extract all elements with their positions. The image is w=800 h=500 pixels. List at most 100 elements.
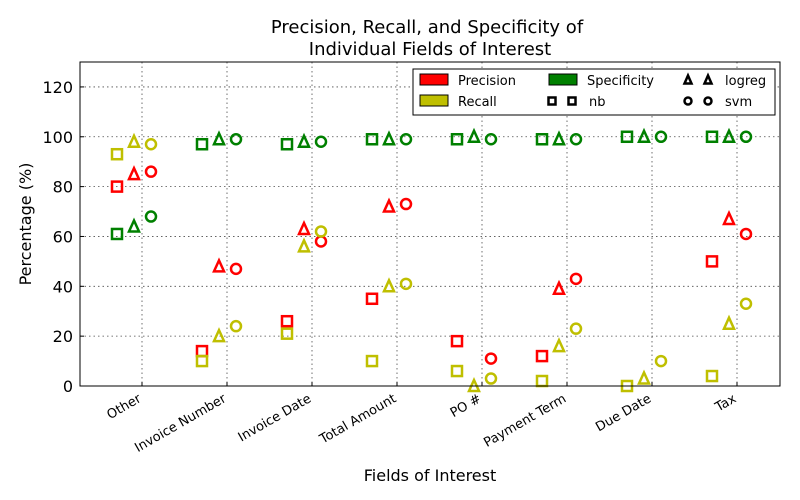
legend-swatch-recall: [419, 94, 449, 107]
point-nb-precision: [195, 344, 209, 358]
y-tick-label: 80: [53, 178, 73, 197]
point-logreg-precision: [212, 257, 226, 273]
point-svm-precision: [399, 197, 413, 211]
point-nb-specificity: [280, 137, 294, 151]
point-nb-precision: [705, 255, 719, 268]
x-axis-title: Fields of Interest: [364, 466, 497, 485]
point-nb-specificity: [365, 133, 379, 146]
point-svm-recall: [314, 225, 328, 238]
y-axis-ticks: 0 20 40 60 80 100 120: [42, 78, 84, 396]
point-svm-recall: [739, 297, 753, 311]
point-logreg-recall: [297, 237, 311, 253]
point-nb-precision: [535, 349, 549, 363]
legend-marker-logreg: [682, 72, 694, 85]
y-tick-label: 0: [63, 377, 73, 396]
point-svm-specificity: [739, 130, 753, 144]
legend-marker-nb: [567, 96, 577, 106]
chart-title-line-1: Precision, Recall, and Specificity of: [271, 17, 584, 38]
legend-label-recall: Recall: [458, 95, 497, 110]
point-svm-specificity: [569, 133, 583, 146]
point-nb-specificity: [450, 133, 464, 146]
plot-frame: [79, 61, 781, 387]
point-svm-specificity: [229, 133, 243, 146]
point-logreg-recall: [382, 277, 396, 293]
point-logreg-specificity: [127, 217, 141, 233]
legend-marker-svm: [683, 96, 693, 106]
point-nb-specificity: [195, 137, 209, 151]
legend-swatch-specificity: [548, 73, 578, 86]
point-logreg-specificity: [467, 127, 481, 144]
point-svm-recall: [229, 319, 243, 333]
point-nb-recall: [535, 374, 549, 388]
x-tick-label: Total Amount: [317, 391, 399, 447]
point-logreg-precision: [297, 219, 311, 236]
point-nb-recall: [110, 147, 124, 161]
point-logreg-specificity: [382, 130, 396, 146]
point-nb-precision: [365, 292, 379, 306]
x-tick-label: PO #: [448, 391, 484, 421]
legend-label-logreg: logreg: [725, 74, 766, 89]
point-logreg-specificity: [722, 127, 736, 144]
y-tick-label: 120: [42, 78, 73, 97]
point-svm-precision: [144, 165, 158, 178]
point-nb-recall: [280, 327, 294, 340]
point-svm-recall: [654, 354, 668, 368]
point-svm-recall: [484, 372, 498, 385]
y-tick-label: 60: [53, 227, 73, 246]
point-svm-specificity: [399, 133, 413, 146]
data-points: [110, 127, 753, 393]
point-nb-specificity: [620, 130, 634, 144]
point-nb-specificity: [110, 227, 124, 241]
legend-label-svm: svm: [725, 95, 752, 110]
point-svm-precision: [739, 227, 753, 241]
x-tick-label: Tax: [712, 391, 739, 415]
legend: Precision Recall Specificity nb logreg svm: [412, 68, 776, 116]
point-nb-precision: [110, 180, 124, 193]
y-tick-label: 100: [42, 128, 73, 147]
x-tick-label: Invoice Date: [236, 391, 314, 445]
point-logreg-specificity: [637, 127, 651, 144]
point-svm-recall: [144, 137, 158, 151]
point-svm-precision: [569, 272, 583, 286]
y-tick-label: 40: [53, 277, 73, 296]
legend-label-nb: nb: [589, 95, 606, 110]
point-svm-specificity: [144, 210, 158, 223]
point-nb-precision: [280, 314, 294, 328]
x-tick-label: Other: [105, 391, 145, 423]
point-nb-specificity: [705, 130, 719, 144]
chart-title-line-2: Individual Fields of Interest: [309, 39, 551, 60]
point-svm-recall: [399, 277, 413, 291]
point-logreg-recall: [552, 337, 566, 353]
point-logreg-recall: [212, 327, 226, 343]
y-tick-label: 20: [53, 327, 73, 346]
point-nb-specificity: [535, 133, 549, 146]
legend-marker-svm: [703, 96, 713, 106]
legend-swatch-precision: [419, 73, 449, 86]
point-nb-recall: [195, 354, 209, 368]
point-svm-precision: [314, 235, 328, 248]
x-tick-label: Payment Term: [481, 391, 569, 450]
point-logreg-precision: [382, 197, 396, 213]
legend-label-specificity: Specificity: [587, 74, 654, 89]
point-logreg-precision: [127, 165, 141, 181]
point-nb-recall: [450, 364, 464, 378]
point-nb-recall: [365, 354, 379, 368]
point-logreg-recall: [722, 314, 736, 330]
point-logreg-specificity: [297, 132, 311, 149]
x-tick-label: Invoice Number: [132, 391, 229, 456]
point-logreg-precision: [552, 279, 566, 296]
point-logreg-recall: [637, 369, 651, 385]
grid-lines: [80, 62, 780, 387]
x-tick-label: Due Date: [593, 391, 654, 435]
point-svm-specificity: [654, 130, 668, 144]
point-nb-recall: [705, 369, 719, 383]
legend-frame: [412, 68, 776, 116]
point-svm-specificity: [314, 135, 328, 149]
point-svm-specificity: [484, 133, 498, 146]
point-logreg-precision: [722, 209, 736, 226]
legend-marker-logreg: [702, 72, 714, 85]
point-logreg-specificity: [552, 130, 566, 146]
